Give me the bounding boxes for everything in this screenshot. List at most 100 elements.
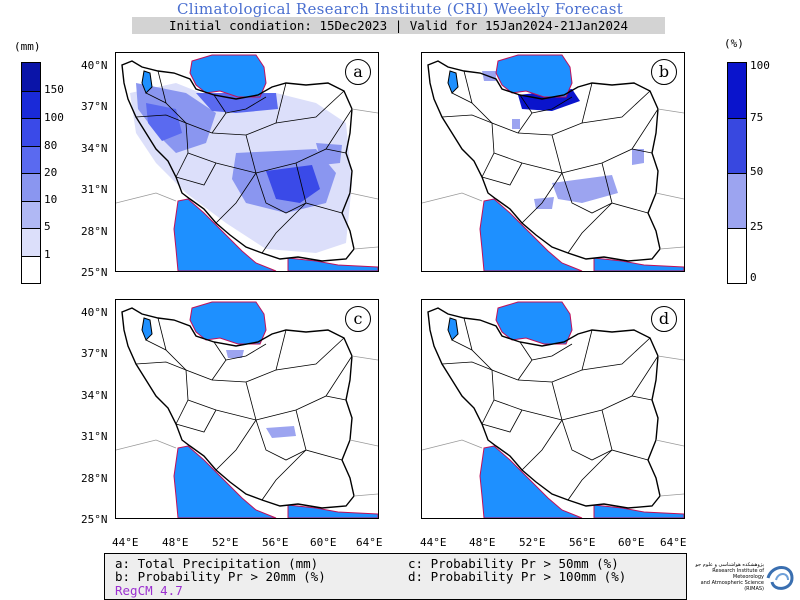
neighbor-border — [116, 439, 177, 451]
country-border — [121, 60, 355, 262]
province-border — [135, 361, 189, 425]
precip-area — [316, 143, 342, 165]
lat-label: 28°N — [81, 472, 108, 485]
province-border — [561, 172, 613, 214]
colorbar-left-unit: (mm) — [14, 40, 41, 53]
colorbar-segment — [22, 118, 40, 146]
colorbar-right — [727, 62, 747, 284]
province-border — [255, 355, 353, 421]
legend-item-a: a: Total Precipitation (mm) — [115, 556, 319, 571]
panel-label-a: a — [345, 59, 371, 85]
province-border — [325, 148, 347, 154]
land-area — [428, 308, 660, 508]
gulf-of-oman — [593, 504, 684, 518]
province-border — [561, 108, 659, 174]
province-border — [481, 162, 523, 186]
province-border — [517, 329, 593, 383]
forecast-subtitle: Initial condiation: 15Dec2023 | Valid fo… — [132, 17, 665, 34]
gulf-of-oman — [593, 257, 684, 271]
province-border — [325, 395, 347, 401]
colorbar-left-tick: 20 — [44, 166, 58, 179]
province-border — [463, 70, 519, 134]
lon-label: 44°E — [420, 536, 447, 549]
map-panel-b: b — [421, 52, 685, 272]
neighbor-border — [351, 108, 378, 114]
lon-label: 48°E — [162, 536, 189, 549]
lon-label: 56°E — [569, 536, 596, 549]
colorbar-segment — [728, 63, 746, 118]
colorbar-segment — [22, 228, 40, 256]
logo-text: پژوهشکده هواشناسی و علوم جو — [695, 562, 764, 568]
province-border — [631, 148, 653, 154]
persian-gulf — [479, 198, 583, 271]
neighbor-border — [657, 108, 684, 114]
province-border — [261, 202, 307, 254]
province-border — [225, 343, 267, 361]
province-border — [451, 92, 473, 104]
legend-box: a: Total Precipitation (mm) b: Probabili… — [104, 553, 687, 600]
precip-area — [632, 149, 644, 165]
lon-label: 64°E — [356, 536, 383, 549]
lon-label: 52°E — [519, 536, 546, 549]
lake-urmia — [141, 317, 153, 341]
lon-label: 52°E — [212, 536, 239, 549]
neighbor-border — [116, 192, 177, 204]
neighbor-border — [351, 355, 378, 361]
province-border — [261, 449, 307, 501]
neighbor-border — [349, 192, 378, 200]
institute-logo: پژوهشکده هواشناسی و علوم جو Research Ins… — [692, 558, 795, 594]
precip-area — [266, 165, 320, 203]
precip-area — [226, 350, 244, 358]
lat-label: 37°N — [81, 347, 108, 360]
land-area — [122, 308, 354, 508]
neighbor-border — [657, 355, 684, 361]
lake-urmia — [141, 70, 153, 94]
province-border — [521, 134, 563, 224]
province-border — [567, 449, 613, 501]
province-border — [145, 339, 167, 351]
colorbar-segment — [728, 228, 746, 283]
province-border — [255, 108, 353, 174]
province-border — [275, 337, 345, 371]
lon-label: 44°E — [112, 536, 139, 549]
country-border — [427, 307, 661, 509]
panel-label-c: c — [345, 306, 371, 332]
colorbar-left-tick: 80 — [44, 139, 58, 152]
colorbar-segment — [728, 173, 746, 228]
lon-label: 60°E — [310, 536, 337, 549]
neighbor-border — [422, 192, 483, 204]
map-panel-a: a — [115, 52, 379, 272]
colorbar-right-tick: 0 — [750, 271, 757, 284]
persian-gulf — [173, 445, 277, 518]
neighbor-border — [659, 493, 684, 497]
map-svg — [422, 54, 684, 271]
neighbor-border — [349, 439, 378, 447]
colorbar-segment — [22, 255, 40, 283]
lat-label: 25°N — [81, 266, 108, 279]
lon-label: 56°E — [262, 536, 289, 549]
province-border — [463, 317, 519, 381]
province-border — [225, 96, 267, 114]
logo-text: and Atmospheric Science (RIMAS) — [700, 580, 764, 592]
province-border — [211, 82, 287, 136]
legend-item-b: b: Probability Pr > 20mm (%) — [115, 569, 326, 584]
panel-label-b: b — [651, 59, 677, 85]
colorbar-segment — [22, 200, 40, 228]
province-border — [215, 134, 257, 224]
legend-item-c: c: Probability Pr > 50mm (%) — [408, 556, 619, 571]
province-border — [517, 82, 593, 136]
province-border — [561, 355, 659, 421]
colorbar-segment — [728, 118, 746, 173]
lake-urmia — [447, 70, 459, 94]
colorbar-right-tick: 25 — [750, 220, 764, 233]
province-border — [255, 419, 307, 461]
colorbar-right-tick: 100 — [750, 59, 770, 72]
persian-gulf — [479, 445, 583, 518]
neighbor-border — [353, 246, 378, 250]
land-area — [428, 61, 660, 261]
colorbar-left-tick: 1 — [44, 248, 51, 261]
panel-label-d: d — [651, 306, 677, 332]
lat-label: 37°N — [81, 100, 108, 113]
province-border — [215, 381, 257, 471]
province-border — [441, 114, 495, 178]
